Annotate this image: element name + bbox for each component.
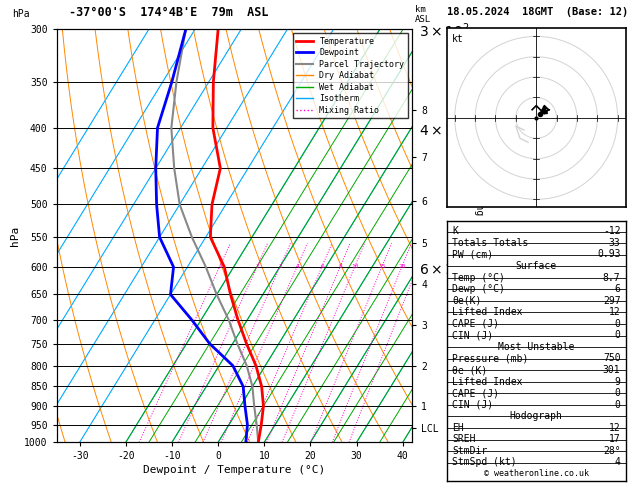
Text: 0: 0 [615, 388, 620, 398]
Text: -37°00'S  174°4B'E  79m  ASL: -37°00'S 174°4B'E 79m ASL [69, 6, 269, 19]
Text: 0: 0 [615, 319, 620, 329]
Text: 10: 10 [352, 264, 359, 270]
Text: Lifted Index: Lifted Index [452, 307, 523, 317]
Text: 17: 17 [609, 434, 620, 444]
Text: Surface: Surface [516, 261, 557, 271]
Text: 4: 4 [615, 457, 620, 468]
Legend: Temperature, Dewpoint, Parcel Trajectory, Dry Adiabat, Wet Adiabat, Isotherm, Mi: Temperature, Dewpoint, Parcel Trajectory… [293, 34, 408, 118]
Text: 9: 9 [615, 377, 620, 386]
Text: 0: 0 [615, 399, 620, 410]
Text: 18.05.2024  18GMT  (Base: 12): 18.05.2024 18GMT (Base: 12) [447, 7, 628, 17]
Text: StmDir: StmDir [452, 446, 487, 456]
Text: 301: 301 [603, 365, 620, 375]
Y-axis label: hPa: hPa [10, 226, 20, 246]
Text: Dewp (°C): Dewp (°C) [452, 284, 505, 294]
Text: 3: 3 [279, 264, 282, 270]
Text: Temp (°C): Temp (°C) [452, 273, 505, 282]
Text: 12: 12 [609, 423, 620, 433]
Y-axis label: Mixing Ratio (g/kg): Mixing Ratio (g/kg) [474, 180, 484, 292]
Text: CIN (J): CIN (J) [452, 330, 493, 340]
Text: CIN (J): CIN (J) [452, 399, 493, 410]
Text: θe (K): θe (K) [452, 365, 487, 375]
Text: 1: 1 [218, 264, 222, 270]
Text: 4: 4 [296, 264, 299, 270]
Text: 15: 15 [379, 264, 386, 270]
Text: CAPE (J): CAPE (J) [452, 388, 499, 398]
Text: StmSpd (kt): StmSpd (kt) [452, 457, 516, 468]
Text: -12: -12 [603, 226, 620, 236]
Text: Pressure (mb): Pressure (mb) [452, 353, 528, 364]
Text: 0.93: 0.93 [597, 249, 620, 260]
Text: 8: 8 [339, 264, 343, 270]
Text: 6: 6 [615, 284, 620, 294]
Text: hPa: hPa [13, 9, 30, 19]
Text: 0: 0 [615, 330, 620, 340]
Text: Hodograph: Hodograph [509, 411, 563, 421]
Text: 33: 33 [609, 238, 620, 248]
Text: Lifted Index: Lifted Index [452, 377, 523, 386]
Text: 28°: 28° [603, 446, 620, 456]
Text: CAPE (J): CAPE (J) [452, 319, 499, 329]
Text: 12: 12 [609, 307, 620, 317]
Text: 750: 750 [603, 353, 620, 364]
Text: SREH: SREH [452, 434, 476, 444]
Text: 297: 297 [603, 295, 620, 306]
Text: 20: 20 [399, 264, 406, 270]
Text: kt: kt [452, 34, 464, 44]
Text: km
ASL: km ASL [415, 5, 431, 24]
Text: θe(K): θe(K) [452, 295, 481, 306]
Text: © weatheronline.co.uk: © weatheronline.co.uk [484, 469, 589, 478]
Text: Most Unstable: Most Unstable [498, 342, 574, 352]
Text: 2: 2 [255, 264, 259, 270]
Text: 8.7: 8.7 [603, 273, 620, 282]
Text: EH: EH [452, 423, 464, 433]
Text: 6: 6 [321, 264, 325, 270]
Text: K: K [452, 226, 458, 236]
X-axis label: Dewpoint / Temperature (°C): Dewpoint / Temperature (°C) [143, 466, 325, 475]
Text: Totals Totals: Totals Totals [452, 238, 528, 248]
Text: PW (cm): PW (cm) [452, 249, 493, 260]
